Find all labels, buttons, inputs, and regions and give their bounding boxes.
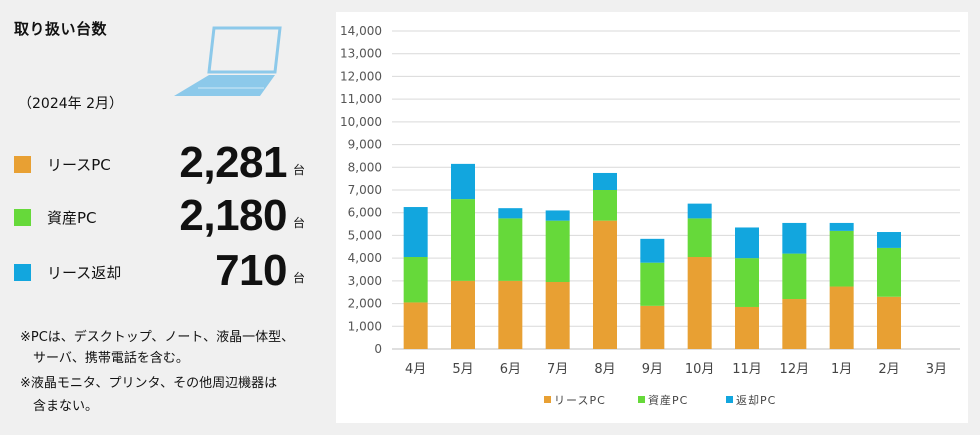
legend-swatch bbox=[544, 396, 551, 403]
x-tick-label: 4月 bbox=[405, 362, 426, 377]
y-tick-label: 13,000 bbox=[340, 47, 382, 61]
bar-segment bbox=[829, 222, 854, 231]
stat-lease-pc: リースPC 2,281 台 bbox=[14, 138, 314, 188]
bar-segment bbox=[640, 238, 665, 263]
lease-pc-swatch bbox=[14, 156, 31, 173]
bar-segment bbox=[640, 262, 665, 306]
x-tick-label: 1月 bbox=[831, 362, 852, 377]
stacked-bar-chart: 0 1,000 2,000 3,000 4,000 5,000 6,000 7,000 8,00… bbox=[340, 24, 960, 407]
bar-segment bbox=[877, 296, 901, 349]
bar-segment bbox=[545, 281, 570, 349]
bar-segment bbox=[498, 280, 523, 349]
x-tick-label: 2月 bbox=[878, 362, 899, 377]
x-tick-label: 8月 bbox=[594, 362, 615, 377]
bar-segment bbox=[877, 232, 901, 248]
lease-return-swatch bbox=[14, 264, 31, 281]
note-line: ※液晶モニタ、プリンタ、その他周辺機器は bbox=[20, 376, 278, 391]
bar-segment bbox=[782, 253, 807, 300]
y-tick-label: 5,000 bbox=[348, 228, 382, 242]
y-tick-label: 10,000 bbox=[340, 115, 382, 129]
stat-value: 2,180 bbox=[179, 191, 287, 240]
stat-value: 710 bbox=[215, 246, 287, 295]
x-tick-label: 10月 bbox=[685, 362, 715, 377]
legend-label: 資産PC bbox=[648, 394, 688, 407]
bar-segment bbox=[829, 230, 854, 287]
y-tick-label: 11,000 bbox=[340, 92, 382, 106]
x-tick-label: 6月 bbox=[500, 362, 521, 377]
legend-swatch bbox=[638, 396, 645, 403]
y-tick-label: 4,000 bbox=[348, 251, 382, 265]
bar-segment bbox=[687, 203, 712, 219]
stat-label: リースPC bbox=[47, 156, 111, 174]
stat-unit: 台 bbox=[292, 271, 305, 285]
stat-unit: 台 bbox=[292, 216, 305, 230]
period-label: （2024年 2月） bbox=[18, 96, 123, 112]
y-tick-label: 0 bbox=[374, 342, 382, 356]
y-tick-label: 9,000 bbox=[348, 138, 382, 152]
bar-segment bbox=[403, 257, 428, 303]
bar-segment bbox=[687, 257, 712, 349]
bar-segment bbox=[451, 280, 475, 349]
y-tick-label: 7,000 bbox=[348, 183, 382, 197]
y-tick-label: 12,000 bbox=[340, 69, 382, 83]
y-tick-label: 14,000 bbox=[340, 24, 382, 38]
note-line: 含まない。 bbox=[20, 399, 99, 414]
bar-segment bbox=[545, 220, 570, 282]
stat-lease-return: リース返却 710 台 bbox=[14, 246, 314, 296]
bar-segment bbox=[593, 172, 617, 190]
x-tick-label: 11月 bbox=[732, 362, 762, 377]
bar-segment bbox=[735, 306, 759, 349]
bar-segment bbox=[451, 199, 475, 281]
laptop-icon bbox=[174, 26, 282, 96]
bar-segment bbox=[403, 207, 428, 258]
summary-title: 取り扱い台数 bbox=[14, 20, 108, 38]
bar-segment bbox=[498, 218, 523, 281]
x-tick-label: 12月 bbox=[780, 362, 810, 377]
bar-segment bbox=[593, 220, 617, 349]
legend-swatch bbox=[726, 396, 733, 403]
stat-label: 資産PC bbox=[47, 209, 97, 227]
y-tick-label: 6,000 bbox=[348, 206, 382, 220]
bar-segment bbox=[829, 286, 854, 349]
bar-segment bbox=[877, 247, 901, 297]
bar-segment bbox=[403, 302, 428, 349]
bar-segment bbox=[451, 163, 475, 200]
x-tick-label: 5月 bbox=[452, 362, 473, 377]
stat-unit: 台 bbox=[292, 163, 305, 177]
x-tick-label: 7月 bbox=[547, 362, 568, 377]
note-line: ※PCは、デスクトップ、ノート、液晶一体型、 bbox=[20, 330, 295, 345]
x-tick-label: 3月 bbox=[926, 362, 947, 377]
stat-label: リース返却 bbox=[47, 264, 122, 282]
bar-segment bbox=[498, 208, 523, 219]
y-tick-label: 1,000 bbox=[348, 319, 382, 333]
bar-segment bbox=[735, 258, 759, 307]
note-line: サーバ、携帯電話を含む。 bbox=[20, 351, 189, 366]
stat-asset-pc: 資産PC 2,180 台 bbox=[14, 191, 314, 241]
bar-segment bbox=[687, 218, 712, 258]
summary-panel: 取り扱い台数 （2024年 2月） リースPC 2,281 台 資産PC 2,1… bbox=[0, 0, 333, 435]
bar-segment bbox=[782, 299, 807, 349]
chart-panel: 0 1,000 2,000 3,000 4,000 5,000 6,000 7,000 8,00… bbox=[336, 12, 968, 423]
y-tick-label: 2,000 bbox=[348, 297, 382, 311]
legend-label: リースPC bbox=[554, 394, 606, 407]
x-tick-label: 9月 bbox=[642, 362, 663, 377]
bar-segment bbox=[545, 210, 570, 221]
bar-segment bbox=[782, 222, 807, 254]
bar-segment bbox=[593, 190, 617, 221]
bar-segment bbox=[640, 305, 665, 349]
bar-segment bbox=[735, 227, 759, 259]
stat-value: 2,281 bbox=[179, 138, 287, 187]
y-tick-label: 8,000 bbox=[348, 160, 382, 174]
legend-label: 返却PC bbox=[736, 394, 776, 407]
asset-pc-swatch bbox=[14, 209, 31, 226]
y-tick-label: 3,000 bbox=[348, 274, 382, 288]
